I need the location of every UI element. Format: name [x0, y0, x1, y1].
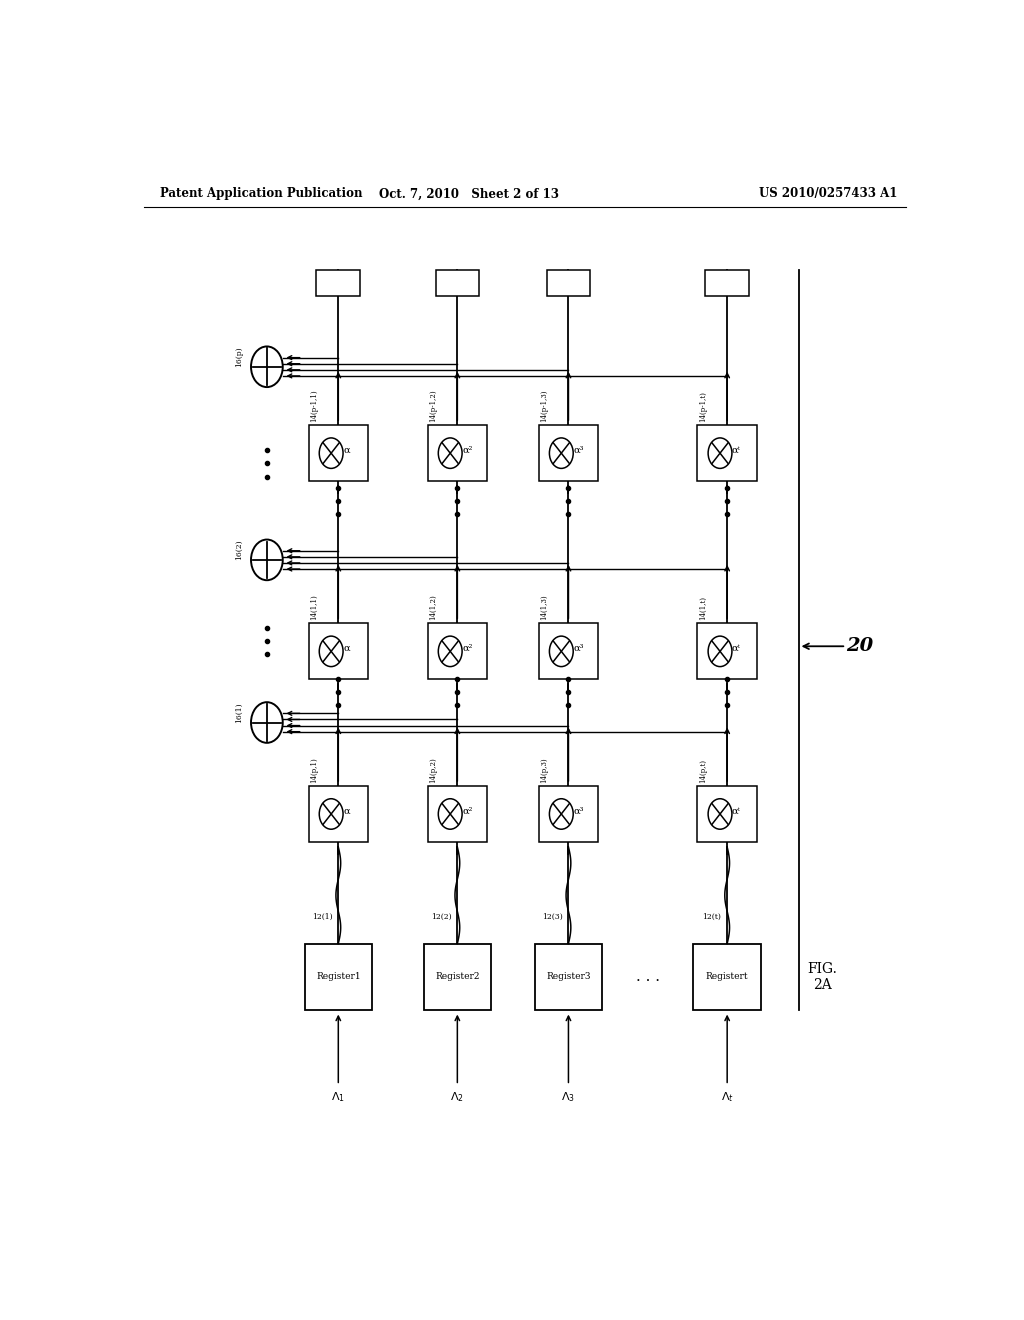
- Bar: [706, 271, 749, 296]
- Circle shape: [709, 799, 732, 829]
- Text: 14(1,3): 14(1,3): [541, 595, 548, 620]
- Bar: [697, 623, 757, 680]
- Text: 14(1,t): 14(1,t): [699, 597, 707, 620]
- Text: 14(p-1,2): 14(p-1,2): [429, 389, 437, 422]
- Circle shape: [550, 799, 573, 829]
- Bar: [428, 425, 487, 480]
- Circle shape: [550, 438, 573, 469]
- Text: $\Lambda_1$: $\Lambda_1$: [332, 1090, 345, 1105]
- Circle shape: [251, 540, 283, 581]
- Text: 20: 20: [846, 638, 873, 655]
- Text: 14(1,1): 14(1,1): [310, 594, 318, 620]
- Text: α³: α³: [573, 446, 584, 454]
- Text: Registert: Registert: [706, 972, 749, 981]
- Bar: [539, 623, 598, 680]
- Bar: [539, 425, 598, 480]
- Circle shape: [438, 799, 462, 829]
- Circle shape: [709, 636, 732, 667]
- Text: α: α: [343, 807, 349, 816]
- Text: α²: α²: [462, 446, 472, 454]
- Text: αᵗ: αᵗ: [732, 446, 740, 454]
- Text: 14(p,2): 14(p,2): [429, 758, 437, 783]
- Text: $\Lambda_3$: $\Lambda_3$: [561, 1090, 575, 1105]
- Circle shape: [319, 438, 343, 469]
- Text: Register3: Register3: [546, 972, 591, 981]
- Text: 14(p-1,3): 14(p-1,3): [541, 389, 548, 422]
- Bar: [424, 944, 492, 1010]
- Text: Register1: Register1: [316, 972, 360, 981]
- Text: US 2010/0257433 A1: US 2010/0257433 A1: [760, 187, 898, 201]
- Circle shape: [438, 438, 462, 469]
- Text: α³: α³: [573, 644, 584, 653]
- Text: 14(p,t): 14(p,t): [699, 759, 707, 783]
- Text: αᵗ: αᵗ: [732, 644, 740, 653]
- Text: 12(t): 12(t): [701, 913, 721, 921]
- Bar: [697, 425, 757, 480]
- Circle shape: [319, 799, 343, 829]
- Circle shape: [438, 636, 462, 667]
- Text: 14(p-1,t): 14(p-1,t): [699, 391, 707, 422]
- Text: FIG.
2A: FIG. 2A: [808, 961, 838, 991]
- Text: α: α: [343, 446, 349, 454]
- Bar: [304, 944, 372, 1010]
- Bar: [535, 944, 602, 1010]
- Bar: [308, 425, 368, 480]
- Text: 16(2): 16(2): [236, 540, 243, 560]
- Text: 16(1): 16(1): [236, 702, 243, 722]
- Text: Patent Application Publication: Patent Application Publication: [160, 187, 362, 201]
- Text: . . .: . . .: [636, 970, 659, 983]
- Bar: [435, 271, 479, 296]
- Text: $\Lambda_2$: $\Lambda_2$: [451, 1090, 464, 1105]
- Bar: [547, 271, 590, 296]
- Text: 12(2): 12(2): [431, 913, 452, 921]
- Text: Oct. 7, 2010   Sheet 2 of 13: Oct. 7, 2010 Sheet 2 of 13: [379, 187, 559, 201]
- Circle shape: [319, 636, 343, 667]
- Bar: [428, 785, 487, 842]
- Bar: [308, 623, 368, 680]
- Text: 12(1): 12(1): [312, 913, 333, 921]
- Text: Register2: Register2: [435, 972, 479, 981]
- Text: 12(3): 12(3): [542, 913, 563, 921]
- Text: α: α: [343, 644, 349, 653]
- Text: 14(p-1,1): 14(p-1,1): [310, 389, 318, 422]
- Text: αᵗ: αᵗ: [732, 807, 740, 816]
- Circle shape: [550, 636, 573, 667]
- Bar: [428, 623, 487, 680]
- Text: α³: α³: [573, 807, 584, 816]
- Text: α²: α²: [462, 644, 472, 653]
- Bar: [697, 785, 757, 842]
- Text: 14(p,1): 14(p,1): [310, 758, 318, 783]
- Bar: [693, 944, 761, 1010]
- Circle shape: [251, 346, 283, 387]
- Text: $\Lambda_t$: $\Lambda_t$: [721, 1090, 733, 1105]
- Bar: [539, 785, 598, 842]
- Text: 16(p): 16(p): [236, 346, 243, 367]
- Text: 14(p,3): 14(p,3): [541, 758, 548, 783]
- Text: α²: α²: [462, 807, 472, 816]
- Text: 14(1,2): 14(1,2): [429, 594, 437, 620]
- Circle shape: [709, 438, 732, 469]
- Bar: [308, 785, 368, 842]
- Bar: [316, 271, 360, 296]
- Circle shape: [251, 702, 283, 743]
